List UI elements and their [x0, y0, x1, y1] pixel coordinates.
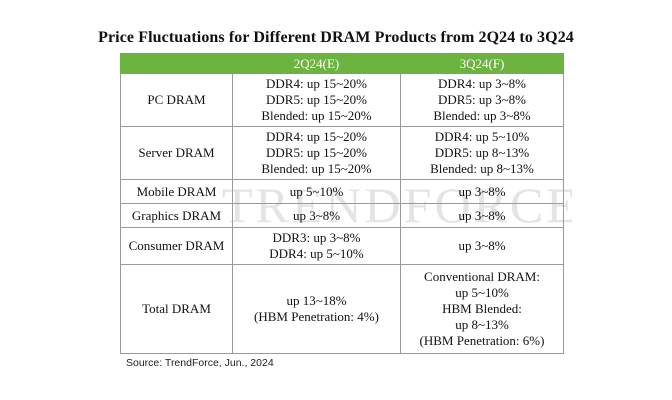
- value-line: DDR4: up 5~10%: [434, 129, 530, 144]
- q3-cell: Conventional DRAM: up 5~10% HBM Blended:…: [400, 264, 564, 354]
- value-line: up 3~8%: [458, 183, 506, 199]
- q2-cell: DDR3: up 3~8% DDR4: up 5~10%: [232, 227, 401, 265]
- header-cell-category: [120, 53, 233, 74]
- value-line: (HBM Penetration: 4%): [254, 309, 379, 324]
- q3-cell: up 3~8%: [400, 179, 564, 204]
- q3-cell: up 3~8%: [400, 227, 564, 265]
- category-cell: Mobile DRAM: [120, 179, 233, 204]
- value-line: DDR4: up 5~10%: [269, 246, 364, 261]
- value-line: (HBM Penetration: 6%): [419, 333, 545, 348]
- table-row: Consumer DRAM DDR3: up 3~8% DDR4: up 5~1…: [120, 227, 564, 265]
- price-table: 2Q24(E) 3Q24(F) PC DRAM DDR4: up 15~20% …: [120, 53, 564, 354]
- table-row: Total DRAM up 13~18% (HBM Penetration: 4…: [120, 264, 564, 354]
- category-cell: Server DRAM: [120, 126, 233, 180]
- value-line: DDR4: up 15~20%: [266, 129, 367, 144]
- value-line: DDR4: up 3~8%: [438, 76, 526, 91]
- value-line: DDR3: up 3~8%: [272, 230, 361, 245]
- value-line: up 5~10%: [289, 183, 344, 199]
- header-cell-2q24: 2Q24(E): [232, 53, 401, 74]
- category-cell: Consumer DRAM: [120, 227, 233, 265]
- q2-cell: up 13~18% (HBM Penetration: 4%): [232, 264, 401, 354]
- table-row: Graphics DRAM up 3~8% up 3~8%: [120, 203, 564, 228]
- value-line: Blended: up 8~13%: [430, 161, 534, 176]
- value-line: Blended: up 15~20%: [261, 108, 372, 123]
- value-line: Blended: up 15~20%: [261, 161, 372, 176]
- value-line: Blended: up 3~8%: [433, 108, 531, 123]
- q2-cell: DDR4: up 15~20% DDR5: up 15~20% Blended:…: [232, 126, 401, 180]
- value-line: up 3~8%: [458, 207, 506, 223]
- value-line: DDR5: up 3~8%: [438, 92, 526, 107]
- table-row: Server DRAM DDR4: up 15~20% DDR5: up 15~…: [120, 126, 564, 180]
- value-line: DDR5: up 15~20%: [266, 145, 367, 160]
- q3-cell: DDR4: up 3~8% DDR5: up 3~8% Blended: up …: [400, 73, 564, 127]
- value-line: up 3~8%: [292, 207, 341, 223]
- category-cell: Graphics DRAM: [120, 203, 233, 228]
- header-row: 2Q24(E) 3Q24(F): [120, 53, 564, 74]
- value-line: Conventional DRAM:: [424, 269, 540, 284]
- value-line: DDR5: up 15~20%: [266, 92, 367, 107]
- value-line: HBM Blended:: [442, 301, 522, 316]
- page-title: Price Fluctuations for Different DRAM Pr…: [98, 29, 574, 46]
- value-line: up 5~10%: [455, 285, 509, 300]
- q2-cell: up 3~8%: [232, 203, 401, 228]
- q3-cell: DDR4: up 5~10% DDR5: up 8~13% Blended: u…: [400, 126, 564, 180]
- value-line: DDR4: up 15~20%: [266, 76, 367, 91]
- header-cell-3q24: 3Q24(F): [400, 53, 564, 74]
- value-line: up 8~13%: [455, 317, 509, 332]
- value-line: up 13~18%: [286, 293, 347, 308]
- q2-cell: up 5~10%: [232, 179, 401, 204]
- table-row: Mobile DRAM up 5~10% up 3~8%: [120, 179, 564, 204]
- q3-cell: up 3~8%: [400, 203, 564, 228]
- value-line: DDR5: up 8~13%: [434, 145, 530, 160]
- q2-cell: DDR4: up 15~20% DDR5: up 15~20% Blended:…: [232, 73, 401, 127]
- table-row: PC DRAM DDR4: up 15~20% DDR5: up 15~20% …: [120, 73, 564, 127]
- source-note: Source: TrendForce, Jun., 2024: [126, 357, 274, 369]
- value-line: up 3~8%: [458, 238, 506, 253]
- category-cell: PC DRAM: [120, 73, 233, 127]
- category-cell: Total DRAM: [120, 264, 233, 354]
